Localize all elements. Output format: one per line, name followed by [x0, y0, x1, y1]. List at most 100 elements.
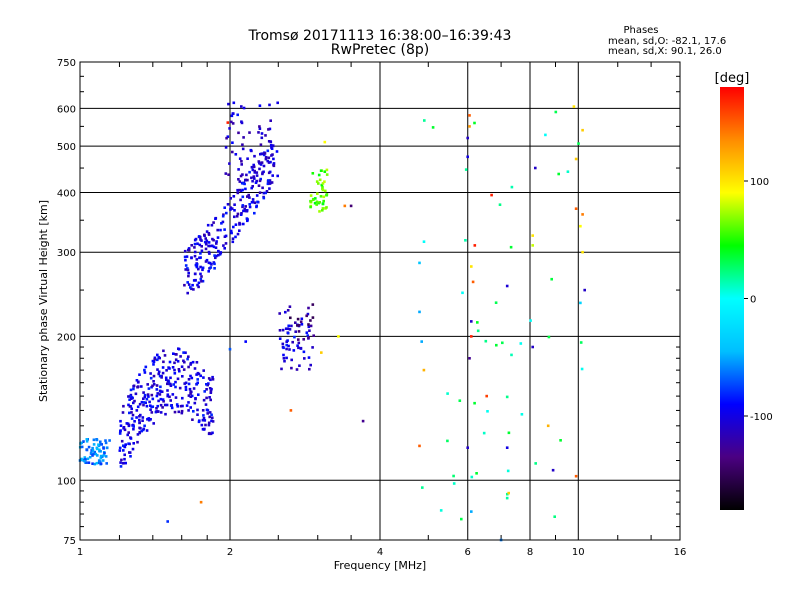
data-point — [88, 455, 92, 459]
data-point — [241, 173, 244, 176]
data-point — [161, 371, 165, 375]
data-point — [323, 140, 327, 144]
data-point — [262, 196, 266, 200]
data-point — [193, 272, 197, 276]
data-point — [255, 179, 258, 183]
data-point — [173, 361, 176, 365]
data-point — [226, 121, 230, 124]
data-point — [299, 320, 303, 324]
data-point — [237, 131, 240, 135]
data-point — [244, 209, 247, 213]
data-point — [143, 393, 147, 397]
data-point — [208, 252, 211, 255]
data-point — [150, 393, 154, 397]
data-point — [268, 187, 271, 190]
data-point — [281, 328, 285, 332]
data-point — [267, 140, 271, 143]
data-point — [305, 314, 308, 318]
data-point — [258, 127, 262, 130]
data-point — [172, 352, 175, 355]
data-point — [190, 244, 193, 247]
data-point — [223, 228, 226, 231]
data-point — [323, 180, 326, 183]
data-point — [138, 421, 141, 424]
data-point — [236, 212, 240, 216]
data-point — [284, 310, 287, 314]
data-point — [321, 185, 324, 189]
data-point — [464, 239, 467, 242]
data-point — [243, 182, 246, 186]
data-point — [471, 280, 475, 284]
data-point — [507, 431, 511, 435]
data-point — [255, 171, 259, 174]
data-point — [92, 438, 96, 442]
data-point — [98, 448, 101, 452]
data-point — [581, 128, 584, 132]
data-point — [85, 440, 89, 443]
data-point — [322, 199, 325, 203]
data-point — [270, 146, 273, 149]
data-point — [309, 324, 313, 328]
data-point — [253, 169, 256, 173]
data-point — [166, 393, 170, 396]
data-point — [83, 459, 86, 463]
data-point — [199, 238, 202, 241]
data-point — [253, 177, 256, 180]
data-point — [127, 423, 131, 427]
data-point — [238, 188, 241, 192]
data-point — [211, 244, 214, 248]
data-point — [250, 201, 254, 204]
data-point — [473, 401, 476, 405]
data-point — [258, 104, 262, 107]
data-point — [95, 438, 99, 442]
data-point — [196, 408, 199, 412]
data-point — [207, 250, 211, 254]
data-point — [286, 331, 290, 335]
data-point — [509, 245, 513, 249]
data-point — [240, 163, 243, 166]
data-point — [439, 509, 443, 512]
data-point — [135, 409, 139, 412]
data-point — [208, 261, 212, 265]
data-point — [259, 143, 263, 146]
data-point — [324, 189, 327, 193]
data-point — [147, 395, 150, 398]
data-point — [579, 224, 582, 228]
data-point — [325, 206, 328, 209]
data-point — [127, 431, 130, 434]
data-point — [460, 517, 463, 521]
data-point — [283, 359, 286, 363]
data-point — [196, 242, 199, 245]
data-point — [248, 131, 251, 134]
data-point — [256, 200, 259, 204]
data-point — [280, 367, 283, 371]
data-point — [186, 281, 189, 284]
data-point — [185, 404, 189, 407]
data-point — [239, 189, 243, 193]
data-point — [506, 492, 509, 496]
data-point — [240, 160, 243, 163]
data-point — [128, 405, 132, 408]
data-point — [122, 444, 125, 447]
data-point — [222, 244, 225, 247]
data-point — [317, 182, 320, 185]
colorbar-scale — [720, 87, 744, 510]
data-point — [180, 409, 184, 413]
data-point — [133, 399, 136, 403]
data-point — [187, 401, 190, 404]
data-point — [195, 258, 199, 261]
data-point — [182, 351, 185, 354]
y-axis-label: Stationary phase Virtual Height [km] — [37, 200, 50, 402]
data-point — [184, 264, 188, 267]
data-point — [166, 389, 169, 392]
data-point — [162, 349, 165, 353]
data-point — [124, 461, 127, 465]
data-point — [205, 242, 208, 245]
data-point — [196, 283, 199, 287]
data-point — [215, 240, 218, 243]
data-point — [271, 144, 275, 148]
data-point — [184, 351, 187, 354]
data-point — [307, 325, 311, 329]
data-point — [87, 461, 91, 464]
